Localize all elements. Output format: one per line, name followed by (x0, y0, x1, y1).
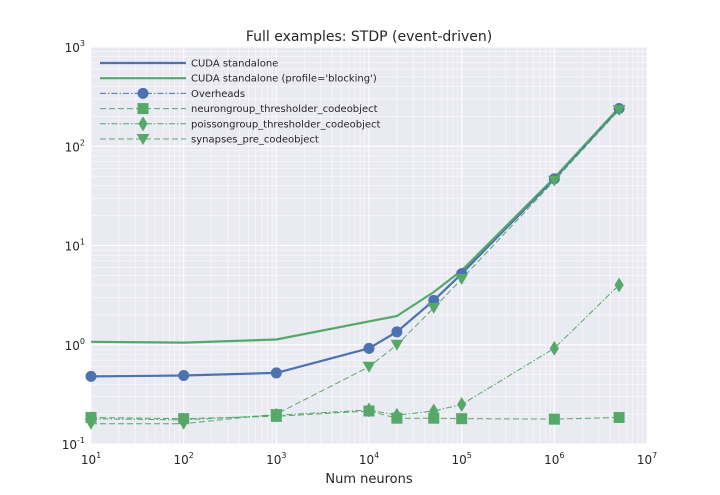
data-point (390, 339, 404, 351)
legend-entry: neurongroup_thresholder_codeobject (100, 103, 378, 115)
chart-title: Full examples: STDP (event-driven) (246, 29, 492, 45)
legend-entry: CUDA standalone (profile='blocking') (100, 74, 377, 85)
x-tick-label: 104 (359, 451, 379, 467)
y-tick-label: 103 (65, 39, 85, 55)
y-tick-label: 101 (65, 238, 85, 254)
data-point (391, 326, 403, 338)
data-point (364, 402, 374, 418)
data-point (85, 370, 97, 382)
data-point (362, 361, 376, 373)
data-point (427, 302, 441, 314)
legend-entry: poissongroup_thresholder_codeobject (100, 116, 381, 132)
data-point (457, 397, 467, 412)
tick-labels: 101 102 103 104 105 106 107 10-1 100 101 102 103 (62, 39, 657, 467)
data-point (549, 340, 559, 356)
data-point (547, 175, 561, 187)
legend-label: synapses_pre_codeobject (191, 135, 319, 146)
data-point (84, 418, 98, 430)
data-point (177, 418, 191, 430)
legend-label: CUDA standalone (191, 59, 278, 70)
data-point (612, 104, 626, 116)
legend-label: Overheads (191, 89, 245, 100)
legend-marker (137, 103, 149, 115)
data-point (363, 342, 375, 354)
legend-entry: Overheads (100, 87, 245, 100)
legend-marker (137, 87, 149, 99)
legend: CUDA standalone CUDA standalone (profile=… (100, 59, 381, 146)
series-line (90, 284, 620, 421)
data-point (548, 413, 560, 425)
data-point (269, 409, 283, 421)
x-axis-label: Num neurons (325, 472, 412, 487)
legend-entry: synapses_pre_codeobject (100, 134, 319, 146)
data-point (614, 277, 624, 293)
legend-label: poissongroup_thresholder_codeobject (191, 119, 381, 130)
data-point (429, 403, 439, 419)
legend-marker (138, 116, 148, 132)
y-tick-label: 102 (65, 138, 85, 154)
y-tick-label: 100 (65, 337, 85, 353)
data-point (455, 273, 469, 285)
legend-marker (136, 134, 150, 145)
series-layer (84, 103, 626, 430)
data-point (392, 407, 402, 423)
data-point (178, 369, 190, 381)
y-tick-label: 10-1 (62, 436, 85, 452)
data-point (270, 367, 282, 379)
x-tick-label: 101 (81, 451, 101, 467)
data-point (613, 411, 625, 423)
x-tick-label: 102 (173, 451, 193, 467)
x-tick-label: 103 (266, 451, 286, 467)
series-1 (90, 106, 620, 344)
legend-label: neurongroup_thresholder_codeobject (191, 104, 378, 115)
legend-entry: CUDA standalone (100, 59, 278, 70)
series-5 (84, 104, 626, 430)
series-line (90, 106, 620, 344)
x-tick-label: 105 (451, 451, 471, 467)
x-tick-label: 107 (637, 451, 657, 467)
data-point (456, 413, 468, 425)
x-tick-label: 106 (544, 451, 564, 467)
legend-label: CUDA standalone (profile='blocking') (191, 74, 377, 85)
